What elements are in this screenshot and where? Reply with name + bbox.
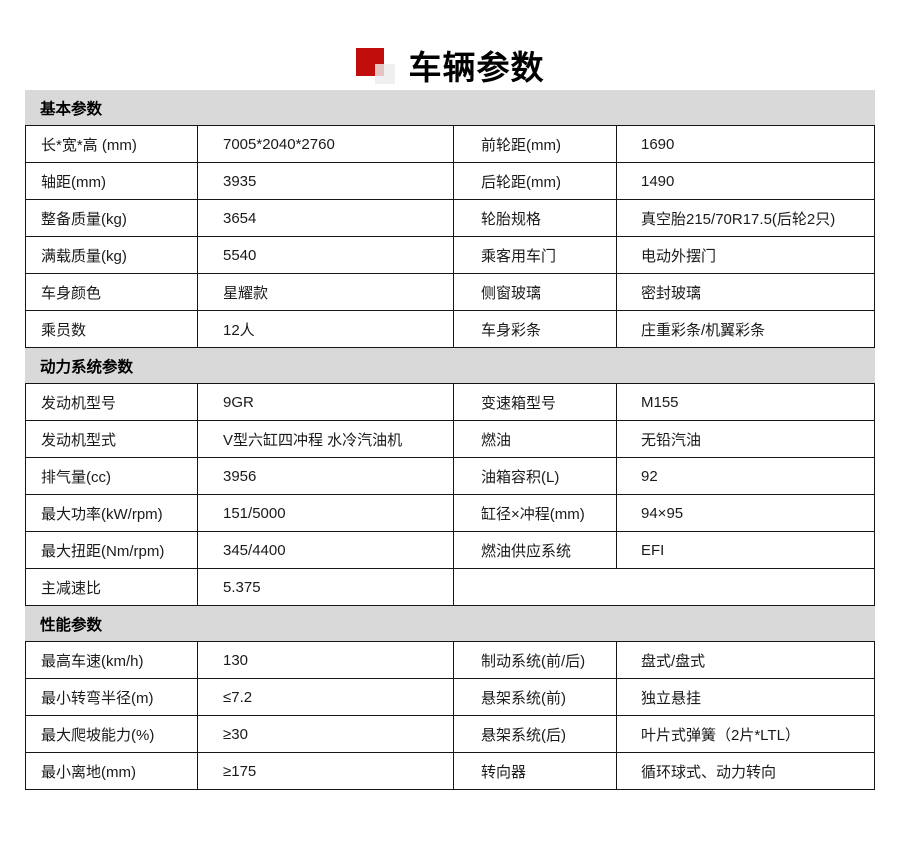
spec-label: 燃油 <box>454 421 617 457</box>
spec-label: 最大功率(kW/rpm) <box>26 495 198 531</box>
spec-value: V型六缸四冲程 水冷汽油机 <box>198 421 454 457</box>
spec-value: 3956 <box>198 458 454 494</box>
spec-value: 3654 <box>198 200 454 236</box>
spec-label: 最大扭距(Nm/rpm) <box>26 532 198 568</box>
spec-label: 轮胎规格 <box>454 200 617 236</box>
spec-value: 独立悬挂 <box>641 689 702 707</box>
spec-label: 最小离地(mm) <box>26 753 198 789</box>
spec-value: 92 <box>641 467 658 485</box>
table-row: 轴距(mm) 3935 后轮距(mm) 1490 <box>25 163 875 200</box>
spec-label: 悬架系统(前) <box>454 679 617 715</box>
spec-label: 最高车速(km/h) <box>26 642 198 678</box>
spec-value: 盘式/盘式 <box>641 652 706 670</box>
spec-value: 庄重彩条/机翼彩条 <box>641 321 766 339</box>
spec-value: 94×95 <box>641 504 684 522</box>
spec-value: 5.375 <box>198 569 454 605</box>
section-header: 基本参数 <box>25 90 875 126</box>
spec-label: 乘客用车门 <box>454 237 617 273</box>
table-row: 发动机型号 9GR 变速箱型号 M155 <box>25 384 875 421</box>
spec-label: 发动机型式 <box>26 421 198 457</box>
spec-value: 151/5000 <box>198 495 454 531</box>
section-header: 性能参数 <box>25 606 875 642</box>
spec-label: 满载质量(kg) <box>26 237 198 273</box>
spec-value: 电动外摆门 <box>641 247 717 265</box>
spec-value: M155 <box>641 393 679 411</box>
spec-value: 密封玻璃 <box>641 284 702 302</box>
spec-value: 叶片式弹簧（2片*LTL） <box>641 726 800 744</box>
light-square-shape <box>374 64 395 84</box>
table-row: 长*宽*高 (mm) 7005*2040*2760 前轮距(mm) 1690 <box>25 126 875 163</box>
table-row: 整备质量(kg) 3654 轮胎规格 真空胎215/70R17.5(后轮2只) <box>25 200 875 237</box>
spec-value: 130 <box>198 642 454 678</box>
table-row: 排气量(cc) 3956 油箱容积(L) 92 <box>25 458 875 495</box>
spec-value: 星耀款 <box>198 274 454 310</box>
spec-value: EFI <box>641 541 665 559</box>
spec-label: 侧窗玻璃 <box>454 274 617 310</box>
page-title: 车辆参数 <box>0 0 900 90</box>
section-header: 动力系统参数 <box>25 348 875 384</box>
table-row: 最高车速(km/h) 130 制动系统(前/后) 盘式/盘式 <box>25 642 875 679</box>
table-row: 最大爬坡能力(%) ≥30 悬架系统(后) 叶片式弹簧（2片*LTL） <box>25 716 875 753</box>
spec-label: 最小转弯半径(m) <box>26 679 198 715</box>
spec-label: 乘员数 <box>26 311 198 347</box>
spec-label: 前轮距(mm) <box>454 126 617 162</box>
spec-value: ≤7.2 <box>198 679 454 715</box>
spec-label: 排气量(cc) <box>26 458 198 494</box>
table-row: 最小离地(mm) ≥175 转向器 循环球式、动力转向 <box>25 753 875 790</box>
page-title-text: 车辆参数 <box>408 48 545 86</box>
spec-label: 整备质量(kg) <box>26 200 198 236</box>
spec-value: 1490 <box>641 172 675 190</box>
spec-label: 车身彩条 <box>454 311 617 347</box>
spec-value: 3935 <box>198 163 454 199</box>
spec-label: 主减速比 <box>26 569 198 605</box>
spec-value: 345/4400 <box>198 532 454 568</box>
spec-label: 缸径×冲程(mm) <box>454 495 617 531</box>
table-row: 最小转弯半径(m) ≤7.2 悬架系统(前) 独立悬挂 <box>25 679 875 716</box>
spec-label: 油箱容积(L) <box>454 458 617 494</box>
spec-label: 变速箱型号 <box>454 384 617 420</box>
spec-label: 后轮距(mm) <box>454 163 617 199</box>
spec-label: 发动机型号 <box>26 384 198 420</box>
spec-label <box>454 569 874 605</box>
spec-value: 7005*2040*2760 <box>198 126 454 162</box>
spec-value: ≥30 <box>198 716 454 752</box>
spec-value: 5540 <box>198 237 454 273</box>
spec-label: 悬架系统(后) <box>454 716 617 752</box>
spec-value: 循环球式、动力转向 <box>641 763 777 781</box>
table-row: 乘员数 12人 车身彩条 庄重彩条/机翼彩条 <box>25 311 875 348</box>
spec-label: 轴距(mm) <box>26 163 198 199</box>
spec-label: 燃油供应系统 <box>454 532 617 568</box>
spec-value: 1690 <box>641 135 675 153</box>
spec-value: 9GR <box>198 384 454 420</box>
spec-label: 车身颜色 <box>26 274 198 310</box>
table-row: 发动机型式 V型六缸四冲程 水冷汽油机 燃油 无铅汽油 <box>25 421 875 458</box>
spec-table: 基本参数 长*宽*高 (mm) 7005*2040*2760 前轮距(mm) 1690 轴… <box>25 90 875 790</box>
table-row: 满载质量(kg) 5540 乘客用车门 电动外摆门 <box>25 237 875 274</box>
spec-label: 制动系统(前/后) <box>454 642 617 678</box>
spec-label: 长*宽*高 (mm) <box>26 126 198 162</box>
red-square-icon <box>355 48 396 86</box>
spec-label: 转向器 <box>454 753 617 789</box>
spec-value: 无铅汽油 <box>641 431 702 449</box>
spec-value: 真空胎215/70R17.5(后轮2只) <box>641 210 836 228</box>
table-row: 最大功率(kW/rpm) 151/5000 缸径×冲程(mm) 94×95 <box>25 495 875 532</box>
table-row: 最大扭距(Nm/rpm) 345/4400 燃油供应系统 EFI <box>25 532 875 569</box>
spec-value: ≥175 <box>198 753 454 789</box>
spec-label: 最大爬坡能力(%) <box>26 716 198 752</box>
table-row: 主减速比 5.375 <box>25 569 875 606</box>
spec-value: 12人 <box>198 311 454 347</box>
table-row: 车身颜色 星耀款 侧窗玻璃 密封玻璃 <box>25 274 875 311</box>
